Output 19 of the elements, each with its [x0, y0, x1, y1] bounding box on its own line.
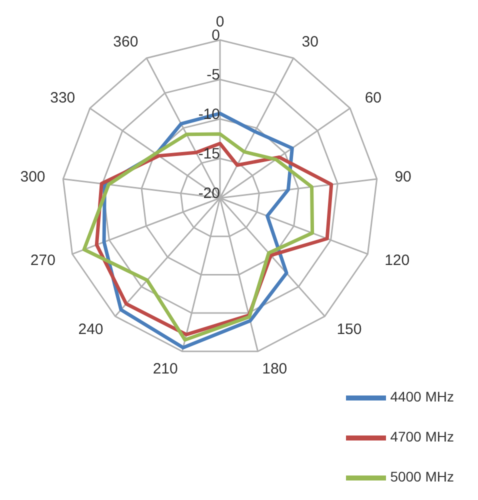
legend-label: 4400 MHz	[390, 388, 454, 405]
spoke-label: 210	[152, 360, 178, 378]
legend-label: 5000 MHz	[390, 468, 454, 485]
spoke-label: 60	[364, 90, 382, 107]
y-tick-label: -15	[198, 146, 220, 162]
spoke-label: 180	[262, 360, 288, 378]
spoke-label: 30	[302, 34, 318, 51]
spoke-label: 330	[50, 90, 76, 107]
legend-label: 4700 MHz	[390, 428, 454, 445]
spoke-label: 90	[394, 168, 412, 186]
spoke-label: 360	[113, 34, 138, 51]
y-tick-label: -5	[206, 66, 220, 84]
y-tick-label: 0	[216, 14, 224, 30]
spoke-label: 300	[20, 168, 46, 186]
spoke-label: 150	[336, 321, 362, 338]
spoke-label: 270	[30, 252, 56, 269]
spoke-label: 240	[78, 321, 104, 338]
spoke-label: 120	[384, 252, 410, 269]
y-tick-label: -20	[198, 185, 220, 202]
